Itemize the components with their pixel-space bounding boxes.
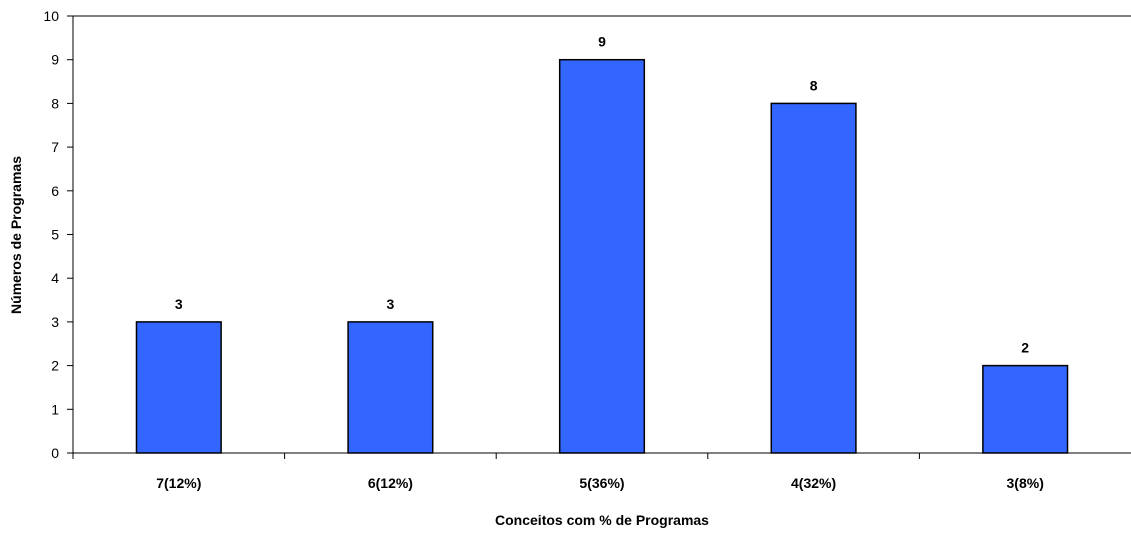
bar (770, 102, 857, 454)
x-tick-label: 7(12%) (156, 475, 201, 491)
y-tick-label: 4 (51, 270, 59, 286)
x-tick-label: 3(8%) (1007, 475, 1044, 491)
bar-value-label: 2 (1021, 340, 1029, 356)
bar (135, 321, 222, 454)
x-axis-title: Conceitos com % de Programas (495, 512, 709, 528)
bar-value-label: 8 (810, 77, 818, 93)
bar (982, 364, 1069, 454)
x-tick-label: 5(36%) (579, 475, 624, 491)
y-tick-label: 8 (51, 95, 59, 111)
y-tick-label: 9 (51, 52, 59, 68)
x-axis-tick-labels: 7(12%) 6(12%) 5(36%) 4(32%) 3(8%) (156, 475, 1044, 491)
y-axis-title: Números de Programas (8, 156, 24, 314)
y-tick-label: 0 (51, 445, 59, 461)
bar-value-label: 9 (598, 34, 606, 50)
x-axis-ticks (72, 453, 920, 459)
bar-data-labels: 3 3 9 8 2 (175, 34, 1029, 356)
y-tick-label: 7 (51, 139, 59, 155)
x-tick-label: 6(12%) (368, 475, 413, 491)
x-tick-label: 4(32%) (791, 475, 836, 491)
bar-value-label: 3 (387, 296, 395, 312)
y-tick-label: 1 (51, 401, 59, 417)
bar (558, 58, 646, 454)
y-axis-ticks: 0 1 2 3 4 5 6 7 8 9 10 (43, 8, 73, 461)
y-tick-label: 2 (51, 358, 59, 374)
y-tick-label: 6 (51, 183, 59, 199)
y-tick-label: 5 (51, 227, 59, 243)
bars (135, 58, 1069, 454)
y-tick-label: 10 (43, 8, 59, 24)
bar (347, 321, 434, 454)
bar-value-label: 3 (175, 296, 183, 312)
y-tick-label: 3 (51, 314, 59, 330)
